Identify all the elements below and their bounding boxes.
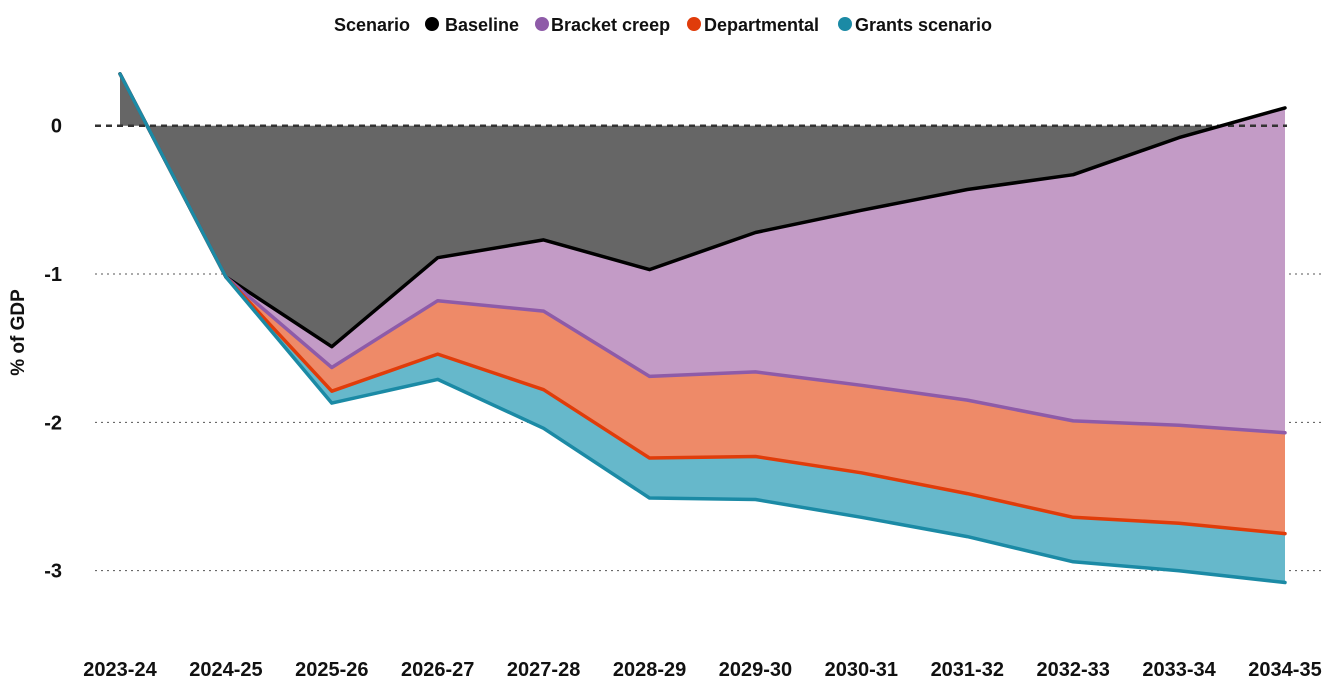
x-tick-label: 2033-34 [1142,659,1216,681]
y-tick-label: -1 [44,264,62,286]
legend-label-departmental: Departmental [704,15,819,35]
line-baseline [118,72,1287,349]
x-tick-label: 2025-26 [295,659,368,681]
line-bracket-creep [118,72,1287,435]
x-tick-label: 2026-27 [401,659,474,681]
series-lines [118,72,1287,585]
legend-label-bracket-creep: Bracket creep [551,15,670,35]
y-axis-title: % of GDP [8,289,29,376]
legend-marker-grants-scenario [838,17,852,31]
x-tick-label: 2028-29 [613,659,686,681]
x-tick-label: 2031-32 [931,659,1004,681]
area-bracket-creep [120,73,1285,433]
series-areas [120,73,1285,583]
legend-marker-baseline [425,17,439,31]
area-grants-scenario [120,73,1285,583]
legend: Scenario Baseline Bracket creep Department… [334,15,992,35]
x-tick-labels: 2023-24 2024-25 2025-26 2026-27 2027-28 2028-… [83,659,1321,681]
x-tick-label: 2030-31 [825,659,898,681]
x-tick-label: 2023-24 [83,659,157,681]
y-tick-label: 0 [51,116,62,138]
legend-label-grants-scenario: Grants scenario [855,15,992,35]
x-tick-label: 2032-33 [1036,659,1109,681]
legend-label-baseline: Baseline [445,15,519,35]
x-tick-label: 2034-35 [1248,659,1321,681]
line-grants-scenario [118,72,1287,585]
legend-title: Scenario [334,15,410,35]
y-tick-labels: 0 -1 -2 -3 [44,116,62,583]
y-tick-label: -3 [44,561,62,583]
x-tick-label: 2027-28 [507,659,580,681]
y-tick-label: -2 [44,412,62,434]
line-departmental [118,72,1287,536]
x-tick-label: 2029-30 [719,659,792,681]
legend-marker-departmental [687,17,701,31]
legend-marker-bracket-creep [535,17,549,31]
x-tick-label: 2024-25 [189,659,262,681]
area-departmental [120,73,1285,534]
